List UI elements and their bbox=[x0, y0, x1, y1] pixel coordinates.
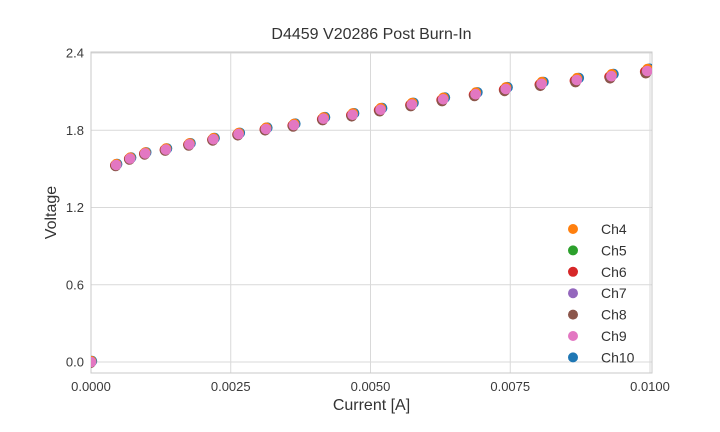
data-points bbox=[91, 63, 652, 369]
legend-label-ch10: Ch10 bbox=[601, 349, 635, 365]
plot-border bbox=[90, 51, 653, 374]
legend-swatch-ch7-icon bbox=[568, 288, 578, 299]
data-point-ch9 bbox=[139, 148, 151, 159]
legend-label-ch7: Ch7 bbox=[601, 285, 627, 301]
gridlines bbox=[90, 52, 652, 373]
legend-item-ch5: Ch5 bbox=[568, 242, 627, 258]
y-tick-label: 1.2 bbox=[66, 200, 84, 215]
data-point-ch9 bbox=[437, 94, 449, 105]
data-point-ch9 bbox=[571, 74, 583, 86]
legend-swatch-ch5-icon bbox=[568, 245, 578, 256]
data-point-ch9 bbox=[606, 70, 617, 82]
legend-swatch-ch6-icon bbox=[568, 266, 578, 277]
data-point-ch9 bbox=[347, 109, 358, 121]
plot-area bbox=[91, 52, 652, 373]
y-axis-tick-labels: 0.0 0.6 1.2 1.8 2.4 bbox=[66, 46, 84, 370]
x-axis-label: Current [A] bbox=[333, 397, 410, 414]
legend-label-ch6: Ch6 bbox=[601, 264, 627, 280]
legend-label-ch5: Ch5 bbox=[601, 242, 627, 258]
data-point-ch9 bbox=[124, 153, 136, 164]
legend-swatch-ch8-icon bbox=[568, 309, 578, 320]
legend-item-ch4: Ch4 bbox=[568, 221, 627, 237]
data-point-ch9 bbox=[470, 88, 481, 100]
data-point-ch9 bbox=[641, 65, 652, 77]
chart-title: D4459 V20286 Post Burn-In bbox=[271, 26, 471, 43]
legend-item-ch10: Ch10 bbox=[568, 349, 635, 365]
data-point-ch9 bbox=[260, 123, 272, 135]
legend-label-ch9: Ch9 bbox=[601, 328, 627, 344]
legend-item-ch6: Ch6 bbox=[568, 264, 627, 280]
data-point-ch9 bbox=[536, 78, 547, 90]
y-axis-label: Voltage bbox=[43, 186, 60, 239]
x-tick-label: 0.0100 bbox=[630, 379, 670, 394]
series-ch9 bbox=[91, 65, 652, 368]
y-tick-label: 1.8 bbox=[66, 123, 84, 138]
legend-item-ch7: Ch7 bbox=[568, 285, 627, 301]
data-point-ch9 bbox=[110, 159, 122, 171]
data-point-ch9 bbox=[375, 104, 386, 115]
legend-label-ch8: Ch8 bbox=[601, 307, 627, 323]
legend-label-ch4: Ch4 bbox=[601, 221, 627, 237]
legend-swatch-ch9-icon bbox=[568, 331, 578, 341]
legend: Ch4 Ch5 Ch6 Ch7 Ch8 Ch9 Ch10 bbox=[568, 221, 635, 365]
x-tick-label: 0.0050 bbox=[351, 379, 391, 394]
x-tick-label: 0.0075 bbox=[490, 379, 530, 394]
y-tick-label: 0.0 bbox=[66, 355, 84, 370]
data-point-ch9 bbox=[318, 113, 329, 124]
data-point-ch9 bbox=[288, 119, 300, 131]
data-point-ch9 bbox=[184, 139, 195, 150]
data-point-ch9 bbox=[208, 134, 219, 145]
legend-swatch-ch10-icon bbox=[568, 352, 578, 363]
y-tick-label: 0.6 bbox=[66, 277, 84, 292]
data-point-ch9 bbox=[160, 144, 172, 155]
data-point-ch9 bbox=[406, 99, 418, 110]
legend-item-ch9: Ch9 bbox=[568, 328, 627, 344]
data-point-ch9 bbox=[500, 83, 512, 95]
x-tick-label: 0.0025 bbox=[211, 379, 251, 394]
y-tick-label: 2.4 bbox=[66, 46, 84, 61]
data-point-ch9 bbox=[233, 128, 244, 140]
legend-item-ch8: Ch8 bbox=[568, 307, 627, 323]
legend-swatch-ch4-icon bbox=[568, 224, 578, 234]
x-axis-tick-labels: 0.0000 0.0025 0.0050 0.0075 0.0100 bbox=[71, 379, 670, 394]
x-tick-label: 0.0000 bbox=[71, 379, 111, 394]
data-point-ch9 bbox=[91, 356, 97, 368]
